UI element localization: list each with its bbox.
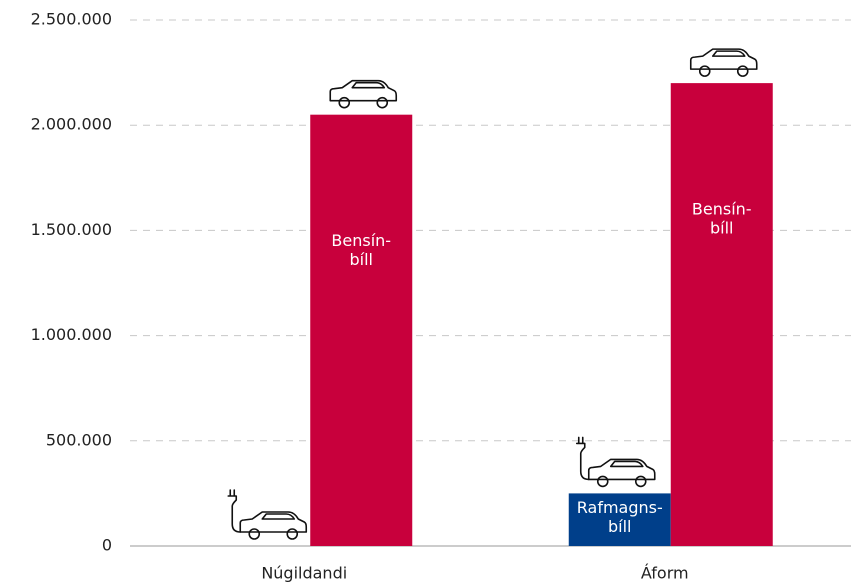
bar [568,493,671,546]
x-tick-label: Áform [641,564,689,583]
car-wheel [634,475,647,488]
car-icon [227,489,308,540]
y-tick-label: 1.500.000 [31,220,112,239]
y-tick-label: 0 [102,536,112,555]
bar-label: Bensín- [692,200,752,219]
y-tick-label: 2.000.000 [31,115,112,134]
car-icon [575,436,656,488]
x-tick-label: Núgildandi [261,564,347,583]
car-icon [329,79,398,109]
car-body [689,48,758,70]
bar-label: bíll [608,517,632,536]
bar [670,83,773,547]
bar-label: Rafmagns- [577,498,663,517]
car-body [329,79,398,102]
bar-label: bíll [710,219,734,238]
car-wheel [248,528,261,540]
bar-label: Bensín- [331,231,391,250]
car-plug [575,436,590,481]
car-wheel [698,65,711,77]
y-tick-label: 1.000.000 [31,325,112,344]
bar [310,114,413,547]
bar-label: bíll [350,250,374,269]
car-body [587,458,656,481]
car-wheel [376,96,389,109]
car-body [239,511,308,533]
car-wheel [286,528,299,540]
y-tick-label: 2.500.000 [31,10,112,29]
car-plug [227,489,242,533]
car-wheel [736,65,749,77]
car-wheel [338,96,351,109]
car-wheel [596,475,609,488]
y-tick-label: 500.000 [46,430,112,449]
car-icon [689,48,758,77]
